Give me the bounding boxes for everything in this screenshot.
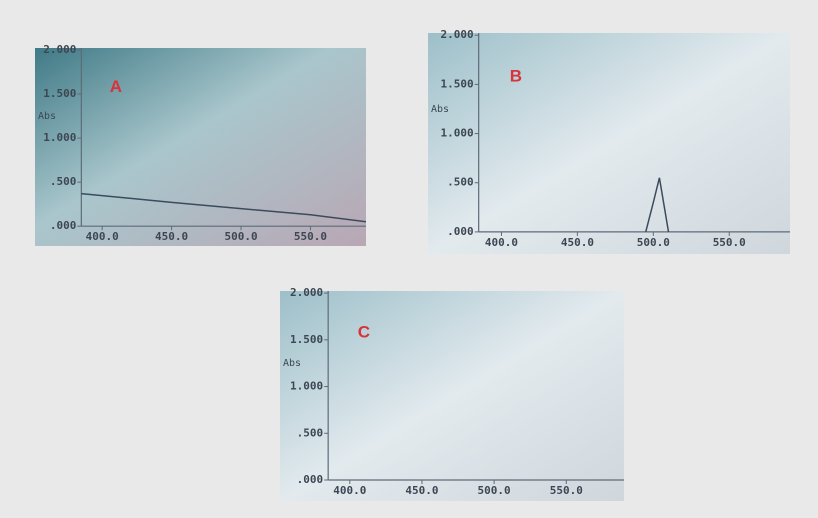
x-tick-label: 500.0 [637,236,670,249]
y-tick-label: .000 [297,473,324,486]
x-tick-label: 550.0 [550,484,583,497]
y-tick-label: 2.000 [441,28,474,41]
y-tick-label: 1.500 [43,87,76,100]
x-tick-label: 500.0 [478,484,511,497]
x-tick-label: 450.0 [405,484,438,497]
screen [428,33,790,254]
y-tick-label: .000 [50,219,77,232]
x-tick-label: 550.0 [294,230,327,243]
panel-label: B [510,67,522,86]
y-tick-label: .500 [447,176,474,189]
x-tick-label: 500.0 [224,230,257,243]
y-tick-label: 1.500 [441,77,474,90]
y-tick-label: .500 [50,175,77,188]
x-tick-label: 450.0 [561,236,594,249]
y-axis-label: Abs [283,358,301,369]
y-tick-label: 1.000 [43,131,76,144]
x-tick-label: 450.0 [155,230,188,243]
y-axis-label: Abs [38,111,56,122]
x-tick-label: 400.0 [485,236,518,249]
y-tick-label: 2.000 [290,286,323,299]
y-tick-label: 2.000 [43,43,76,56]
y-axis-label: Abs [431,104,449,115]
panel-label: A [110,77,122,96]
screenshot: .000 .500 1.000 1.500 2.000 400.0 450.0 500.0 55… [0,0,818,518]
x-tick-label: 550.0 [713,236,746,249]
x-tick-label: 400.0 [333,484,366,497]
screen [35,48,366,246]
y-tick-label: .500 [297,426,324,439]
y-tick-label: 1.500 [290,333,323,346]
y-tick-label: 1.000 [290,380,323,393]
screen [280,291,624,501]
y-tick-label: .000 [447,225,474,238]
x-tick-label: 400.0 [86,230,119,243]
panel-label: C [358,322,370,341]
y-tick-label: 1.000 [441,127,474,140]
